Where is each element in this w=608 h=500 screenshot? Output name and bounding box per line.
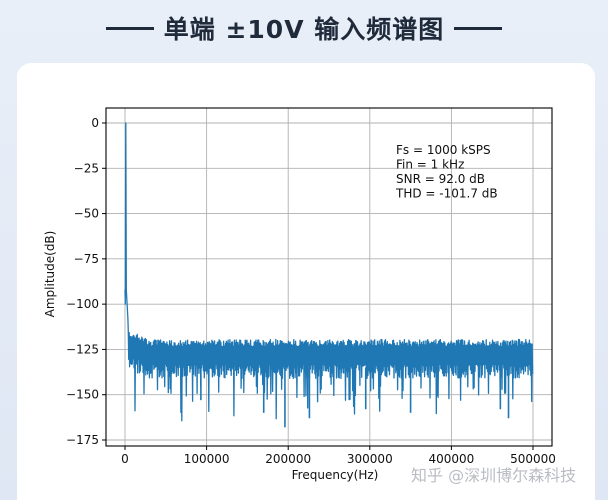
title-rule-right (454, 26, 503, 30)
x-tick-label: 0 (121, 452, 129, 466)
y-tick-label: −125 (66, 342, 99, 356)
chart-card: 0 100000 200000 300000 400000 500000 0 −25 −50 −7… (17, 63, 595, 500)
annotation-text: Fs = 1000 kSPS (396, 143, 491, 157)
x-axis-label: Frequency(Hz) (292, 468, 379, 482)
watermark: 知乎 @深圳博尔森科技 (411, 466, 577, 485)
y-tick-label: −50 (74, 207, 99, 221)
y-tick-label: −175 (66, 433, 99, 447)
y-axis-label: Amplitude(dB) (43, 231, 57, 318)
chart-title: 单端 ±10V 输入频谱图 (163, 15, 445, 44)
spectrum-chart: 0 100000 200000 300000 400000 500000 0 −25 −50 −7… (43, 107, 556, 482)
page-title: 单端 ±10V 输入频谱图 (0, 8, 608, 48)
x-tick-label: 500000 (510, 452, 556, 466)
y-tick-label: −100 (66, 297, 99, 311)
y-tick-label: 0 (91, 116, 99, 130)
x-tick-label: 100000 (184, 452, 230, 466)
y-tick-label: −25 (74, 161, 99, 175)
x-tick-label: 200000 (265, 452, 311, 466)
annotation-text: Fin = 1 kHz (396, 158, 464, 172)
spectrum-line (124, 122, 534, 422)
y-tick-label: −150 (66, 388, 99, 402)
annotation-text: THD = -101.7 dB (395, 187, 498, 201)
y-tick-label: −75 (74, 252, 99, 266)
title-rule-left (105, 26, 154, 30)
x-tick-label: 400000 (428, 452, 474, 466)
plot-frame (105, 107, 553, 447)
annotation-text: SNR = 92.0 dB (396, 172, 485, 186)
x-tick-label: 300000 (347, 452, 393, 466)
